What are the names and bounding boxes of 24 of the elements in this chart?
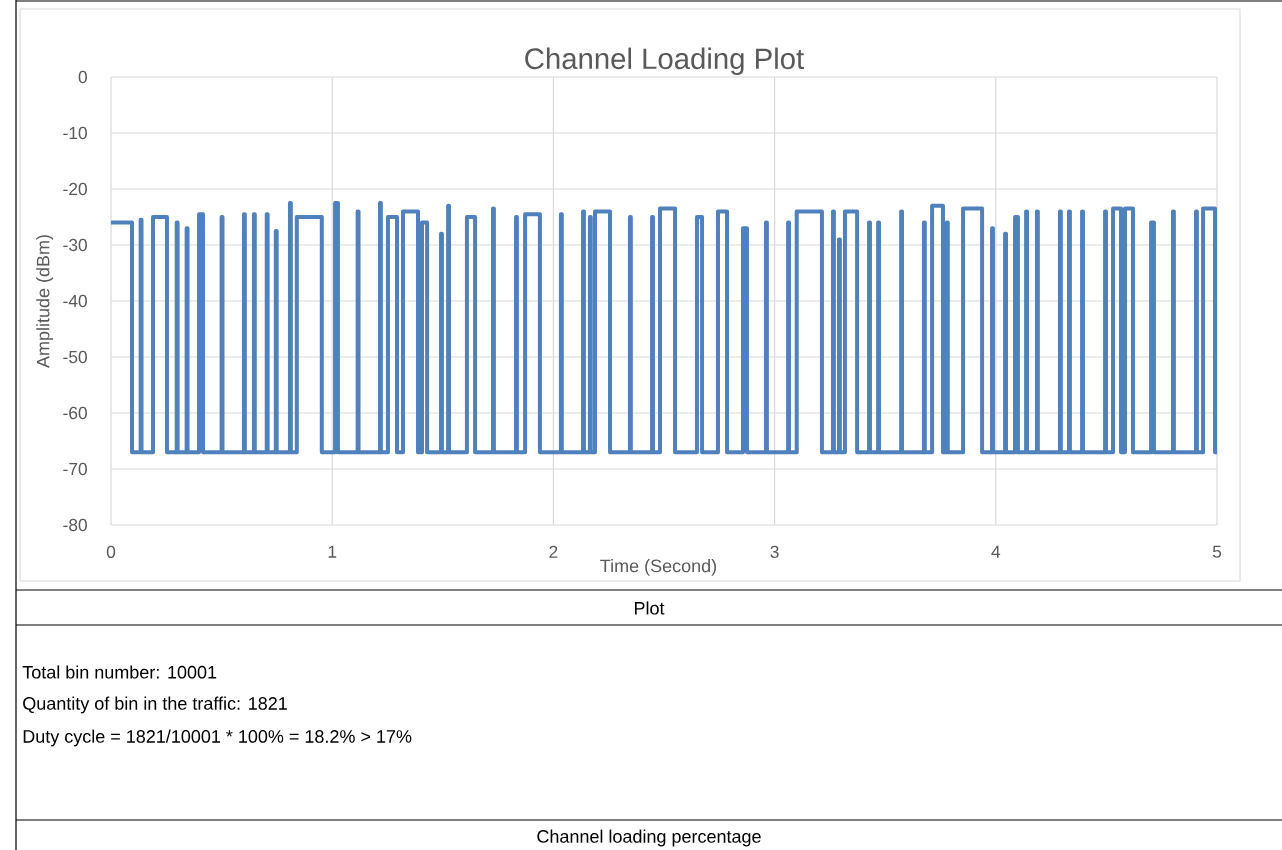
chart-title: Channel Loading Plot: [525, 47, 804, 75]
text: Quantity of bin in the traffic: 1821: [23, 696, 287, 714]
x-tick-label: 5: [1212, 545, 1222, 558]
y-tick-label: -70: [63, 462, 87, 476]
x-tick-label: 4: [991, 545, 1001, 558]
x-axis-title: Time (Second): [600, 559, 716, 576]
text: Plot: [634, 601, 665, 615]
text: Total bin number: 10001: [22, 665, 217, 679]
x-tick-label: 0: [106, 545, 116, 558]
y-tick-label: 0: [78, 70, 87, 84]
y-axis-title: Amplitude (dBm): [36, 235, 54, 368]
x-tick-label: 1: [328, 545, 337, 558]
x-tick-label: 3: [770, 545, 779, 558]
y-tick-label: -30: [63, 238, 87, 252]
y-tick-label: -80: [63, 518, 87, 532]
y-tick-label: -20: [63, 182, 87, 196]
y-tick-label: -10: [63, 126, 87, 140]
text: Duty cycle = 1821/10001 * 100% = 18.2% > 17%: [23, 729, 412, 747]
text: Channel loading percentage: [537, 829, 761, 847]
y-tick-label: -40: [63, 294, 87, 308]
x-tick-label: 2: [549, 545, 558, 558]
y-tick-label: -60: [63, 406, 87, 420]
line-series: [109, 201, 1220, 455]
y-tick-label: -50: [63, 350, 87, 364]
